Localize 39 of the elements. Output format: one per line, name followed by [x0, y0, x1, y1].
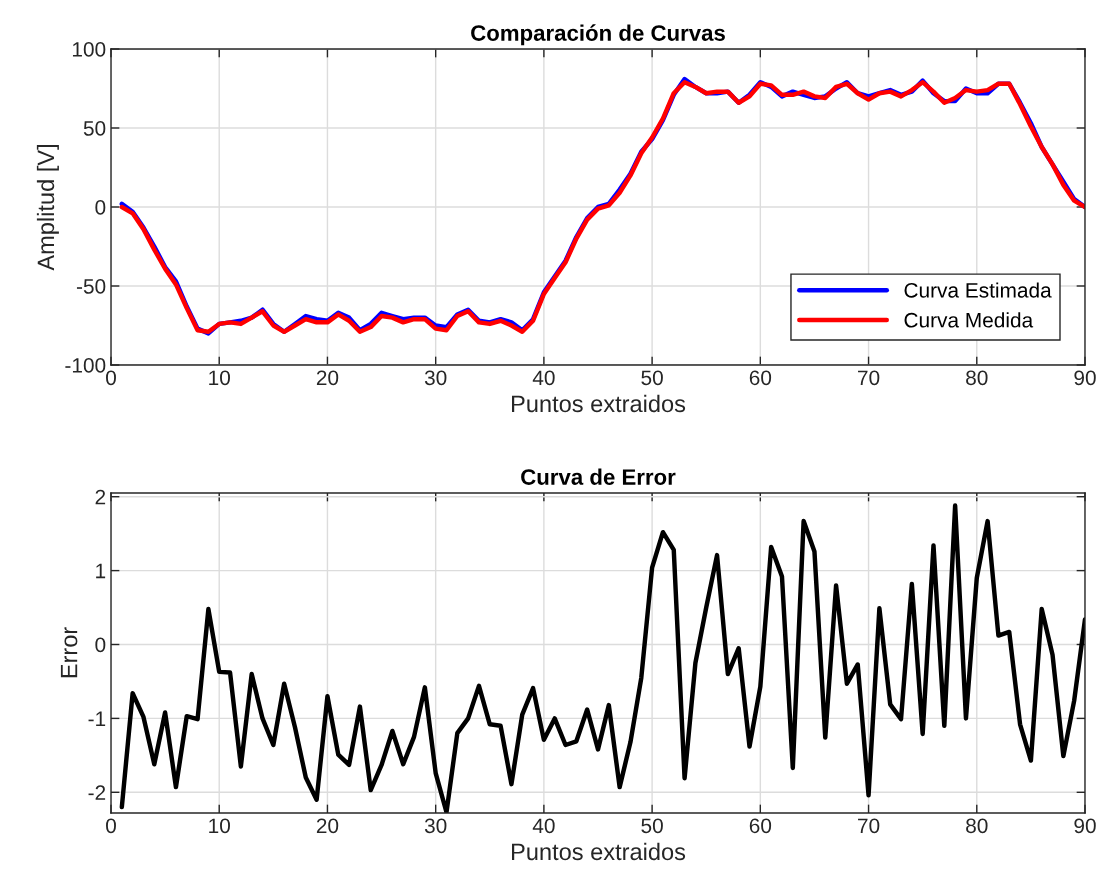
y-axis-title: Error	[60, 627, 78, 678]
x-tick-label: 50	[641, 818, 663, 834]
y-tick-label: 100	[72, 42, 106, 57]
y-tick-label: 0	[95, 637, 106, 653]
y-tick-label: -2	[88, 785, 106, 800]
x-axis-title: Puntos extraidos	[512, 842, 686, 861]
x-tick-label: 70	[858, 370, 880, 386]
x-tick-label: 20	[316, 818, 339, 834]
y-tick-label: 2	[95, 489, 106, 505]
x-tick-label: 0	[106, 818, 116, 834]
y-tick-label: -1	[88, 711, 106, 726]
x-tick-label: 10	[209, 370, 230, 386]
x-tick-label: 90	[1074, 370, 1096, 386]
y-tick-label: 0	[95, 200, 106, 215]
x-tick-label: 70	[858, 818, 880, 834]
x-tick-label: 60	[749, 370, 772, 386]
x-tick-label: 0	[106, 370, 116, 386]
y-tick-label: -100	[65, 358, 106, 373]
y-tick-label: 50	[83, 121, 106, 136]
x-tick-label: 20	[316, 370, 339, 386]
x-tick-label: 60	[749, 818, 772, 834]
x-axis-title: Puntos extraidos	[512, 394, 686, 413]
chart-title: Comparación de Curvas	[471, 24, 725, 46]
legend-label: Curva Medida	[904, 312, 1034, 328]
y-tick-label: -50	[76, 279, 106, 294]
x-tick-label: 30	[424, 370, 447, 386]
x-tick-label: 30	[424, 818, 447, 834]
x-tick-label: 40	[532, 818, 555, 834]
y-tick-label: 1	[96, 563, 106, 579]
x-tick-label: 80	[966, 818, 988, 834]
x-tick-label: 80	[966, 370, 988, 386]
x-tick-label: 90	[1074, 818, 1096, 834]
y-axis-title: Amplitud [V]	[36, 145, 59, 271]
x-tick-label: 40	[532, 370, 555, 386]
legend-label: Curva Estimada	[904, 282, 1052, 298]
line-series	[119, 503, 1085, 813]
x-tick-label: 10	[209, 818, 230, 834]
chart-title: Curva de Error	[521, 468, 676, 485]
x-tick-label: 50	[641, 370, 663, 386]
